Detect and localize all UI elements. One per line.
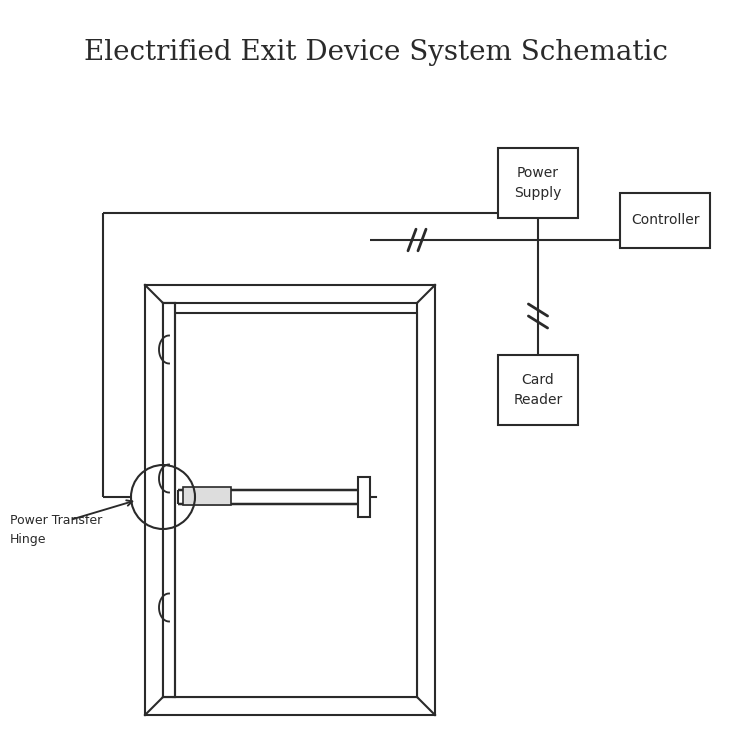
Text: Power Transfer
Hinge: Power Transfer Hinge xyxy=(10,514,102,545)
Text: Card
Reader: Card Reader xyxy=(514,373,562,407)
Bar xyxy=(358,477,370,517)
Bar xyxy=(620,193,710,248)
Text: Power
Supply: Power Supply xyxy=(514,166,562,200)
Bar xyxy=(498,148,578,218)
Bar xyxy=(173,313,417,697)
Text: Electrified Exit Device System Schematic: Electrified Exit Device System Schematic xyxy=(83,38,668,66)
Bar xyxy=(163,303,175,697)
Bar xyxy=(183,487,231,505)
Text: Controller: Controller xyxy=(631,213,699,227)
Bar xyxy=(498,355,578,425)
